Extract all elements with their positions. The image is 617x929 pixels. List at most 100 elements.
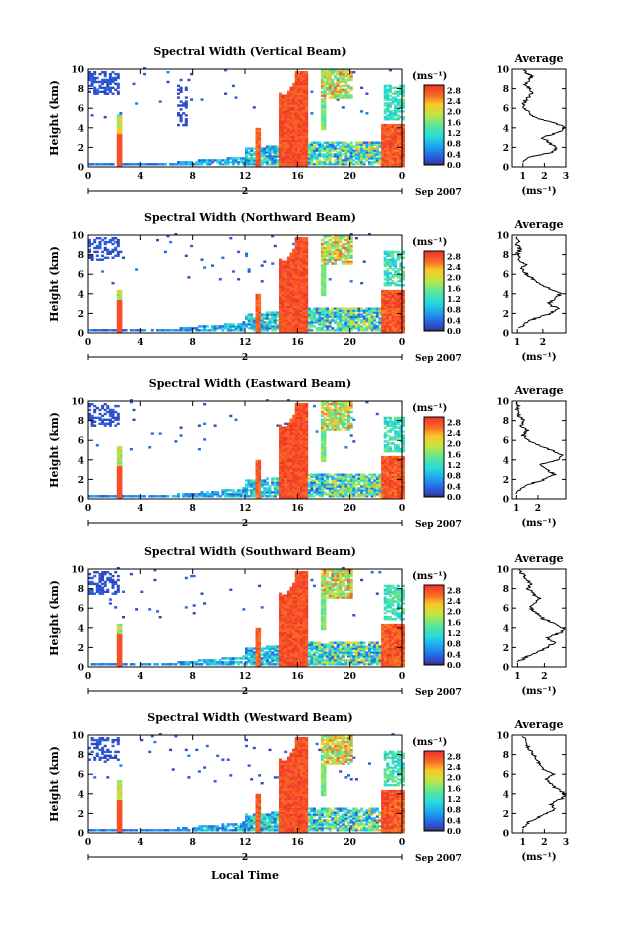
heatmap-cell	[341, 72, 345, 76]
heatmap-cell	[297, 116, 301, 119]
heatmap-cell	[106, 404, 110, 408]
heatmap-cell	[394, 118, 398, 121]
heatmap-cell	[391, 309, 395, 312]
heatmap-cell	[336, 72, 340, 76]
heatmap-cell	[328, 408, 332, 412]
heatmap-cell	[263, 321, 267, 324]
heatmap-cell	[279, 452, 282, 455]
heatmap-cell	[349, 240, 353, 244]
heatmap-cell	[299, 448, 303, 451]
heatmap-cell	[276, 327, 280, 330]
heatmap-cell	[383, 448, 387, 451]
heatmap-cell	[375, 147, 379, 150]
heatmap-cell	[378, 157, 382, 160]
heatmap-cell	[341, 141, 345, 144]
heatmap-cell	[90, 242, 94, 246]
heatmap-cell	[205, 325, 209, 328]
heatmap-cell	[292, 497, 296, 500]
heatmap-cell	[373, 141, 377, 144]
heatmap-cell	[360, 163, 364, 166]
heatmap-cell	[297, 149, 301, 152]
heatmap-cell	[373, 487, 377, 490]
heatmap-cell	[323, 450, 327, 453]
heatmap-cell	[399, 86, 403, 89]
heatmap-cell	[279, 151, 282, 154]
heatmap-cell	[339, 141, 343, 144]
heatmap-cell	[336, 428, 340, 431]
heatmap-cell	[320, 307, 324, 310]
heatmap-cell	[184, 86, 188, 89]
heatmap-cell	[289, 436, 293, 439]
heatmap-cell	[116, 121, 120, 125]
heatmap-cell	[313, 317, 316, 320]
heatmap-cell	[305, 76, 309, 80]
heatmap-cell	[320, 291, 324, 295]
heatmap-cell	[328, 422, 332, 425]
heatmap-cell	[328, 84, 332, 88]
heatmap-cell	[294, 436, 298, 439]
heatmap-cell	[255, 135, 259, 138]
heatmap-cell	[297, 479, 301, 482]
heatmap-cell	[265, 151, 269, 154]
heatmap-cell	[386, 477, 390, 480]
heatmap-cell	[305, 266, 309, 269]
heatmap-cell	[305, 127, 309, 131]
heatmap-cell	[381, 301, 385, 304]
heatmap-cell	[368, 481, 371, 484]
heatmap-cell	[328, 485, 332, 488]
heatmap-cell	[383, 102, 387, 105]
heatmap-cell	[281, 108, 285, 111]
heatmap-cell	[294, 321, 298, 324]
heatmap-cell	[286, 280, 290, 283]
heatmap-cell	[318, 327, 322, 330]
heatmap-cell	[286, 487, 290, 490]
heatmap-cell	[383, 147, 387, 150]
heatmap-cell	[116, 252, 120, 255]
heatmap-cell	[294, 408, 298, 412]
heatmap-cell	[271, 235, 275, 238]
heatmap-cell	[328, 410, 332, 414]
heatmap-cell	[297, 489, 301, 492]
heatmap-cell	[88, 72, 91, 76]
heatmap-cell	[263, 491, 267, 494]
heatmap-cell	[352, 495, 356, 498]
heatmap-cell	[302, 242, 306, 246]
heatmap-cell	[305, 406, 309, 410]
heatmap-cell	[331, 327, 335, 330]
heatmap-cell	[305, 295, 309, 299]
heatmap-cell	[336, 309, 340, 312]
heatmap-cell	[200, 325, 204, 328]
heatmap-cell	[279, 147, 282, 150]
heatmap-cell	[252, 319, 256, 322]
heatmap-cell	[289, 159, 293, 162]
heatmap-cell	[315, 143, 319, 146]
heatmap-cell	[344, 96, 348, 99]
heatmap-cell	[284, 133, 288, 137]
heatmap-cell	[279, 165, 282, 168]
avg-y-tick-label: 0	[503, 330, 509, 340]
heatmap-cell	[328, 495, 332, 498]
heatmap-cell	[119, 299, 123, 303]
heatmap-cell	[368, 233, 371, 236]
colorbar-segment	[424, 89, 444, 92]
heatmap-cell	[279, 135, 282, 138]
heatmap-cell	[396, 250, 400, 254]
heatmap-cell	[292, 289, 296, 293]
heatmap-cell	[349, 311, 353, 314]
heatmap-cell	[265, 477, 269, 480]
heatmap-cell	[313, 157, 316, 160]
heatmap-cell	[386, 497, 390, 500]
heatmap-cell	[399, 143, 403, 146]
heatmap-cell	[286, 424, 290, 427]
heatmap-cell	[208, 163, 212, 166]
heatmap-cell	[255, 127, 259, 131]
heatmap-cell	[286, 274, 290, 277]
heatmap-cell	[292, 270, 296, 273]
heatmap-cell	[258, 295, 262, 299]
heatmap-cell	[386, 268, 390, 271]
heatmap-cell	[352, 327, 356, 330]
heatmap-cell	[386, 473, 390, 476]
heatmap-cell	[294, 450, 298, 453]
heatmap-cell	[119, 125, 123, 129]
heatmap-cell	[255, 479, 259, 482]
